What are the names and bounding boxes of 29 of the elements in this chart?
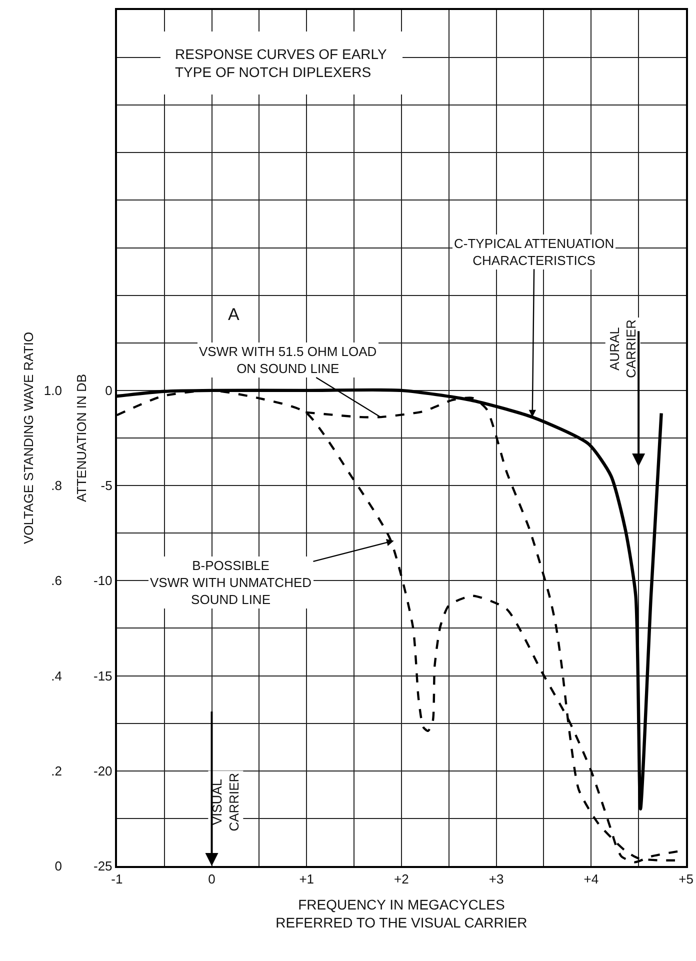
y-tick-label: 0 (105, 382, 112, 398)
y2-tick-label: 0 (54, 858, 62, 874)
y-tick-label: -5 (100, 478, 112, 494)
x-tick-label: +4 (584, 872, 599, 887)
y-tick-label: -15 (94, 668, 112, 684)
x-tick-label: +1 (299, 872, 314, 887)
y2-tick-label: 1.0 (44, 382, 62, 398)
y-tick-label: -10 (94, 573, 112, 588)
y2-axis-title: VOLTAGE STANDING WAVE RATIO (20, 332, 36, 544)
x-tick-label: -1 (111, 872, 123, 887)
y-tick-label: -20 (94, 763, 112, 778)
x-tick-label: +2 (394, 872, 409, 887)
y-axis-title: ATTENUATION IN DB (74, 374, 89, 502)
annotation: AURAL CARRIER (606, 320, 639, 378)
annotation: VISUAL CARRIER (210, 772, 242, 832)
y2-tick-label: .4 (51, 668, 62, 684)
y2-tick-label: .2 (51, 763, 62, 778)
y2-tick-label: .6 (51, 573, 62, 588)
x-tick-label: +3 (488, 872, 504, 887)
x-axis-title: FREQUENCY IN MEGACYCLES REFERRED TO THE VISUAL CARRIER (276, 896, 528, 931)
y2-tick-label: .8 (51, 478, 62, 494)
annotation: C-TYPICAL ATTENUATION CHARACTERISTICS (454, 236, 614, 268)
annotation: B-POSSIBLE VSWR WITH UNMATCHED SOUND LINE (150, 558, 312, 607)
x-tick-label: 0 (208, 872, 216, 887)
y-tick-label: -25 (94, 858, 112, 874)
text: RESPONSE CURVES OF EARLY TYPE OF NOTCH DIPLEXERS (175, 46, 388, 80)
annotation: VSWR WITH 51.5 OHM LOAD ON SOUND LINE (199, 344, 377, 376)
annotation: A (228, 305, 240, 324)
x-tick-label: +5 (678, 872, 694, 887)
